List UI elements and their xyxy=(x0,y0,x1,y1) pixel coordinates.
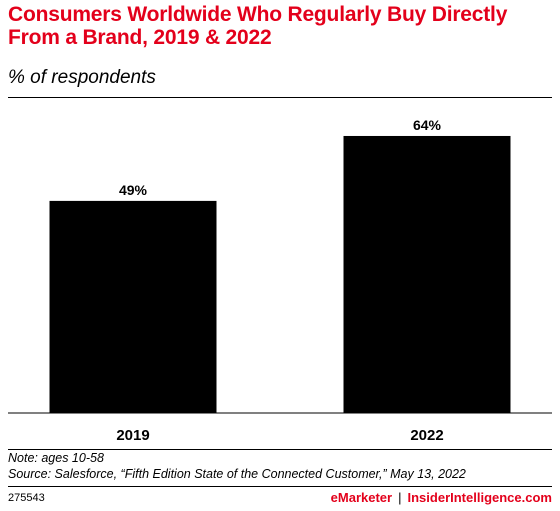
footer-divider xyxy=(8,449,552,450)
bar-chart: 49% 2019 64% 2022 xyxy=(8,117,552,444)
chart-source: Source: Salesforce, “Fifth Edition State… xyxy=(8,467,466,481)
brand-emarketer: eMarketer xyxy=(330,490,393,505)
data-label-2019: 49% xyxy=(119,182,148,198)
brand-insider-intelligence: InsiderIntelligence.com xyxy=(407,490,553,505)
brand-credit: eMarketer | InsiderIntelligence.com xyxy=(331,490,552,505)
bar-2022 xyxy=(343,135,511,413)
chart-note: Note: ages 10-58 xyxy=(8,451,104,465)
data-label-2022: 64% xyxy=(413,117,442,133)
header-divider xyxy=(8,97,552,98)
brand-separator: | xyxy=(398,490,402,505)
chart-id: 275543 xyxy=(8,492,45,504)
chart-subtitle: % of respondents xyxy=(8,67,156,88)
chart-title: Consumers Worldwide Who Regularly Buy Di… xyxy=(8,3,508,49)
x-tick-label-2019: 2019 xyxy=(116,427,149,444)
bar-2019 xyxy=(49,200,217,413)
x-tick-label-2022: 2022 xyxy=(410,427,443,444)
bottom-divider xyxy=(8,486,552,487)
